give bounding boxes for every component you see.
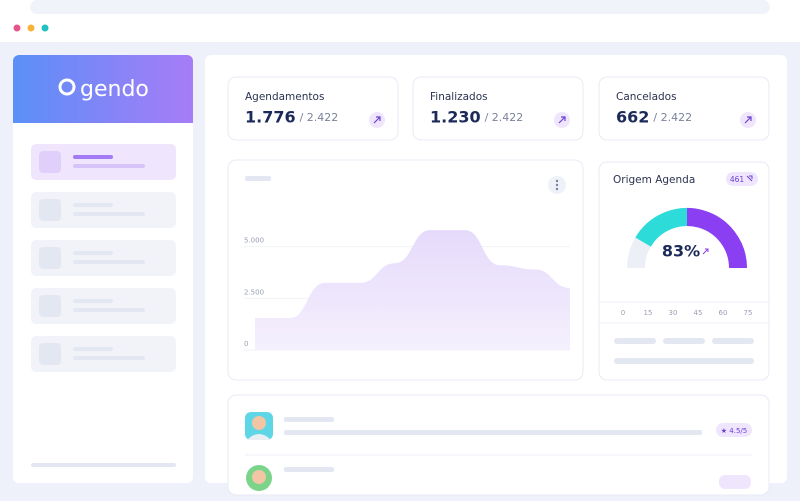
stat-value: 1.230 [430,108,481,127]
window-dot[interactable] [13,24,21,32]
gauge-value: 83% [662,242,700,261]
menu-item[interactable] [31,144,176,180]
menu-item[interactable] [31,336,176,372]
rating-badge [716,423,752,437]
arrow-icon [373,116,381,124]
area [255,230,570,350]
stat-card [598,76,770,141]
y-tick-label: 2.500 [244,288,264,296]
window-dot[interactable] [27,24,35,32]
browser-tab [30,0,770,14]
reviews-card [227,394,770,496]
arrow-icon [558,116,566,124]
gauge-card [598,161,770,381]
y-tick-label: 0 [244,340,248,348]
stat-total: / 2.422 [485,111,524,124]
stat-total: / 2.422 [300,111,339,124]
arrow-icon [744,116,752,124]
stat-label: Cancelados [616,91,677,103]
arrow-icon [702,248,709,255]
stat-total: / 2.422 [653,111,692,124]
stat-value: 662 [616,108,649,127]
badge-text: 461 [730,175,745,184]
scale-tick-label: 15 [644,309,653,317]
scale-tick-label: 60 [719,309,728,317]
gauge-title: Origem Agenda [613,174,695,186]
scale-tick-label: 30 [669,309,678,317]
sidebar-header [13,55,193,123]
stat-value: 1.776 [245,108,296,127]
stat-label: Finalizados [430,91,488,103]
y-tick-label: 5.000 [244,237,264,245]
stat-label: Agendamentos [245,91,324,103]
window-dot[interactable] [41,24,49,32]
menu-item[interactable] [31,240,176,276]
stat-card [227,76,399,141]
menu-item[interactable] [31,288,176,324]
logo-icon [58,78,76,96]
scale-tick-label: 0 [621,309,625,317]
stat-card [412,76,584,141]
scale-tick-label: 45 [694,309,703,317]
gauge-arc [635,208,747,269]
scale-tick-label: 75 [744,309,753,317]
menu-item[interactable] [31,192,176,228]
brand-name: gendo [80,77,149,102]
rating: ★ 4.5/5 [721,427,747,435]
